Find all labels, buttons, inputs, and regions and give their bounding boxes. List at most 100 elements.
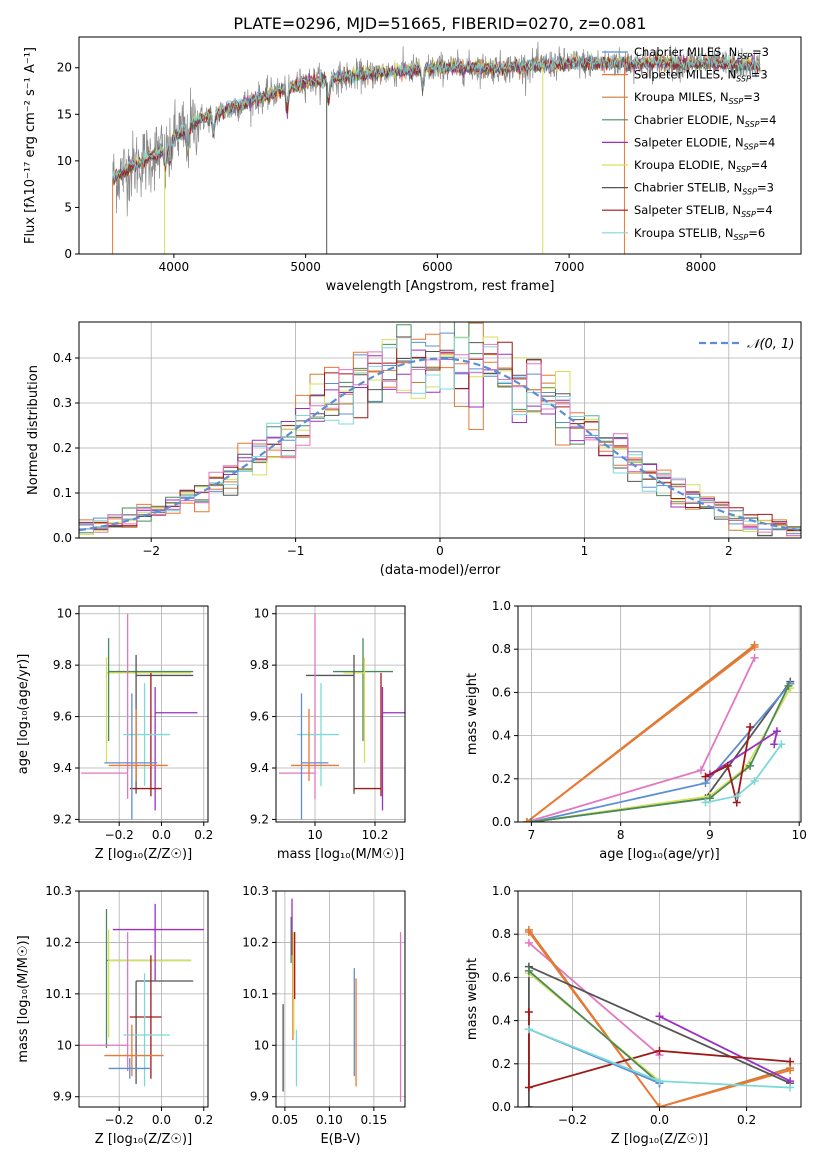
y-tick-label: 5 — [64, 200, 72, 214]
panel-mass_vs_Z: −0.2 0.0 0.2 9.9 10 10.1 10.2 10.3 Z [log₁₀(Z/Z☉… — [16, 884, 213, 1147]
x-tick-label: 5000 — [290, 260, 321, 274]
panel-weight_vs_age: 7 8 9 10 0.0 0.2 0.4 0.6 0.8 1.0 age [log₁₀(age/yr… — [465, 599, 807, 862]
y-tick-label: 20 — [57, 61, 72, 75]
x-tick-label: −0.2 — [558, 1113, 587, 1127]
y-tick-label: 0.2 — [492, 772, 511, 786]
weight-line — [528, 970, 661, 1084]
x-tick-label: 4000 — [159, 260, 190, 274]
y-tick-label: 10 — [57, 607, 72, 621]
x-tick-label: 9 — [706, 828, 714, 842]
weight-marker — [524, 1007, 533, 1016]
panel-spectrum: 4000 5000 6000 7000 8000 0 5 10 15 20 wavelength [… — [23, 36, 802, 294]
weight-marker — [527, 818, 536, 822]
legend-text: Kroupa ELODIE, N — [634, 158, 736, 172]
weight-marker — [770, 740, 779, 749]
x-axis-label: (data-model)/error — [380, 563, 501, 578]
weight-marker — [786, 1057, 795, 1066]
weight-marker — [697, 766, 706, 775]
axes-frame: 7 8 9 10 0.0 0.2 0.4 0.6 0.8 1.0 age [log₁₀(age/yr… — [465, 599, 807, 862]
y-tick-label: 0.8 — [492, 642, 511, 656]
y-tick-label: 0.4 — [492, 729, 511, 743]
y-tick-label: 0.2 — [492, 1057, 511, 1071]
y-tick-label: 0.8 — [492, 927, 511, 941]
x-tick-label: 0.0 — [152, 828, 171, 842]
axes-frame: 4000 5000 6000 7000 8000 0 5 10 15 20 wavelength [… — [23, 36, 802, 294]
weight-marker — [524, 1103, 533, 1107]
weight-marker — [524, 1025, 533, 1034]
weight-line — [705, 726, 751, 803]
x-tick-label: −0.2 — [105, 1113, 134, 1127]
y-tick-label: 0.0 — [492, 1100, 511, 1114]
y-axis-label: mass weight — [465, 673, 480, 755]
legend-text: =3 — [752, 45, 769, 59]
x-tick-label: 10.2 — [362, 828, 389, 842]
x-tick-label: 2 — [725, 544, 733, 558]
x-tick-label: 10 — [792, 828, 807, 842]
x-tick-label: 0.05 — [272, 1113, 299, 1127]
weight-marker — [701, 798, 710, 807]
y-tick-label: 0.2 — [53, 441, 72, 455]
weight-marker — [655, 1012, 664, 1021]
legend-subscript: SSP — [736, 75, 751, 84]
weight-marker — [750, 643, 759, 652]
y-tick-label: 9.9 — [53, 1090, 72, 1104]
weight-marker — [655, 1103, 664, 1107]
plot-area — [112, 41, 761, 254]
legend-text: Chabrier STELIB, N — [634, 181, 742, 195]
weight-marker — [524, 938, 533, 947]
x-tick-label: 0.2 — [194, 1113, 213, 1127]
weight-marker — [524, 928, 533, 937]
axes-frame: −0.2 0.0 0.2 0.0 0.2 0.4 0.6 0.8 1.0 Z [log₁₀(Z/Z… — [465, 884, 802, 1147]
x-tick-label: 10 — [307, 828, 322, 842]
y-tick-label: 1.0 — [492, 884, 511, 898]
y-tick-label: 10 — [57, 154, 72, 168]
legend-subscript: SSP — [729, 97, 744, 106]
weight-marker — [772, 727, 781, 736]
x-tick-label: 8 — [617, 828, 625, 842]
y-tick-label: 10.3 — [45, 884, 72, 898]
spectrum-model-line — [112, 52, 761, 181]
weight-marker — [750, 653, 759, 662]
y-axis-label: mass [log₁₀(M/M☉)] — [16, 935, 31, 1062]
panel-residuals: −2 −1 0 1 2 0.0 0.1 0.2 0.3 0.4 (data-model)/error… — [26, 321, 802, 578]
plot-area — [279, 613, 405, 820]
y-axis-label: Flux [fλ10⁻¹⁷ erg cm⁻² s⁻¹ A⁻¹] — [23, 47, 38, 244]
legend-label: Salpeter ELODIE, NSSP=4 — [634, 135, 775, 151]
y-tick-label: 0.4 — [53, 351, 72, 365]
legend-subscript: SSP — [741, 210, 756, 219]
histogram-step — [79, 343, 801, 536]
y-tick-label: 9.8 — [250, 658, 269, 672]
weight-line — [528, 931, 791, 1107]
axes-border — [78, 36, 802, 255]
weight-marker — [786, 1066, 795, 1075]
y-tick-label: 9.4 — [53, 761, 72, 775]
x-tick-label: 0 — [436, 544, 444, 558]
x-axis-label: age [log₁₀(age/yr)] — [599, 847, 720, 862]
gaussian-legend-label: 𝒩(0, 1) — [747, 337, 794, 352]
axes-frame: −0.2 0.0 0.2 9.9 10 10.1 10.2 10.3 Z [log₁₀(Z/Z☉… — [16, 884, 213, 1147]
gaussian-curve — [79, 357, 801, 532]
weight-line — [659, 1015, 791, 1082]
legend-label: Chabrier MILES, NSSP=3 — [634, 45, 769, 61]
weight-line — [531, 685, 790, 822]
legend-text: =3 — [743, 90, 760, 104]
axes-border — [275, 890, 406, 1108]
x-tick-label: 0.2 — [737, 1113, 756, 1127]
weight-line — [528, 1012, 791, 1089]
y-tick-label: 0.6 — [492, 970, 511, 984]
y-tick-label: 1.0 — [492, 599, 511, 613]
x-axis-label: Z [log₁₀(Z/Z☉)] — [611, 1132, 708, 1147]
y-tick-label: 9.6 — [250, 710, 269, 724]
legend-text: Kroupa STELIB, N — [634, 226, 734, 240]
weight-marker — [746, 761, 755, 770]
y-tick-label: 10 — [254, 1038, 269, 1052]
legend-label: Salpeter STELIB, NSSP=4 — [634, 203, 773, 219]
legend-text: Chabrier MILES, N — [634, 45, 737, 59]
weight-marker — [784, 681, 793, 690]
weight-marker — [655, 1077, 664, 1086]
legend-text: Salpeter STELIB, N — [634, 203, 741, 217]
legend-text: =3 — [751, 68, 768, 82]
legend-text: Kroupa MILES, N — [634, 90, 729, 104]
